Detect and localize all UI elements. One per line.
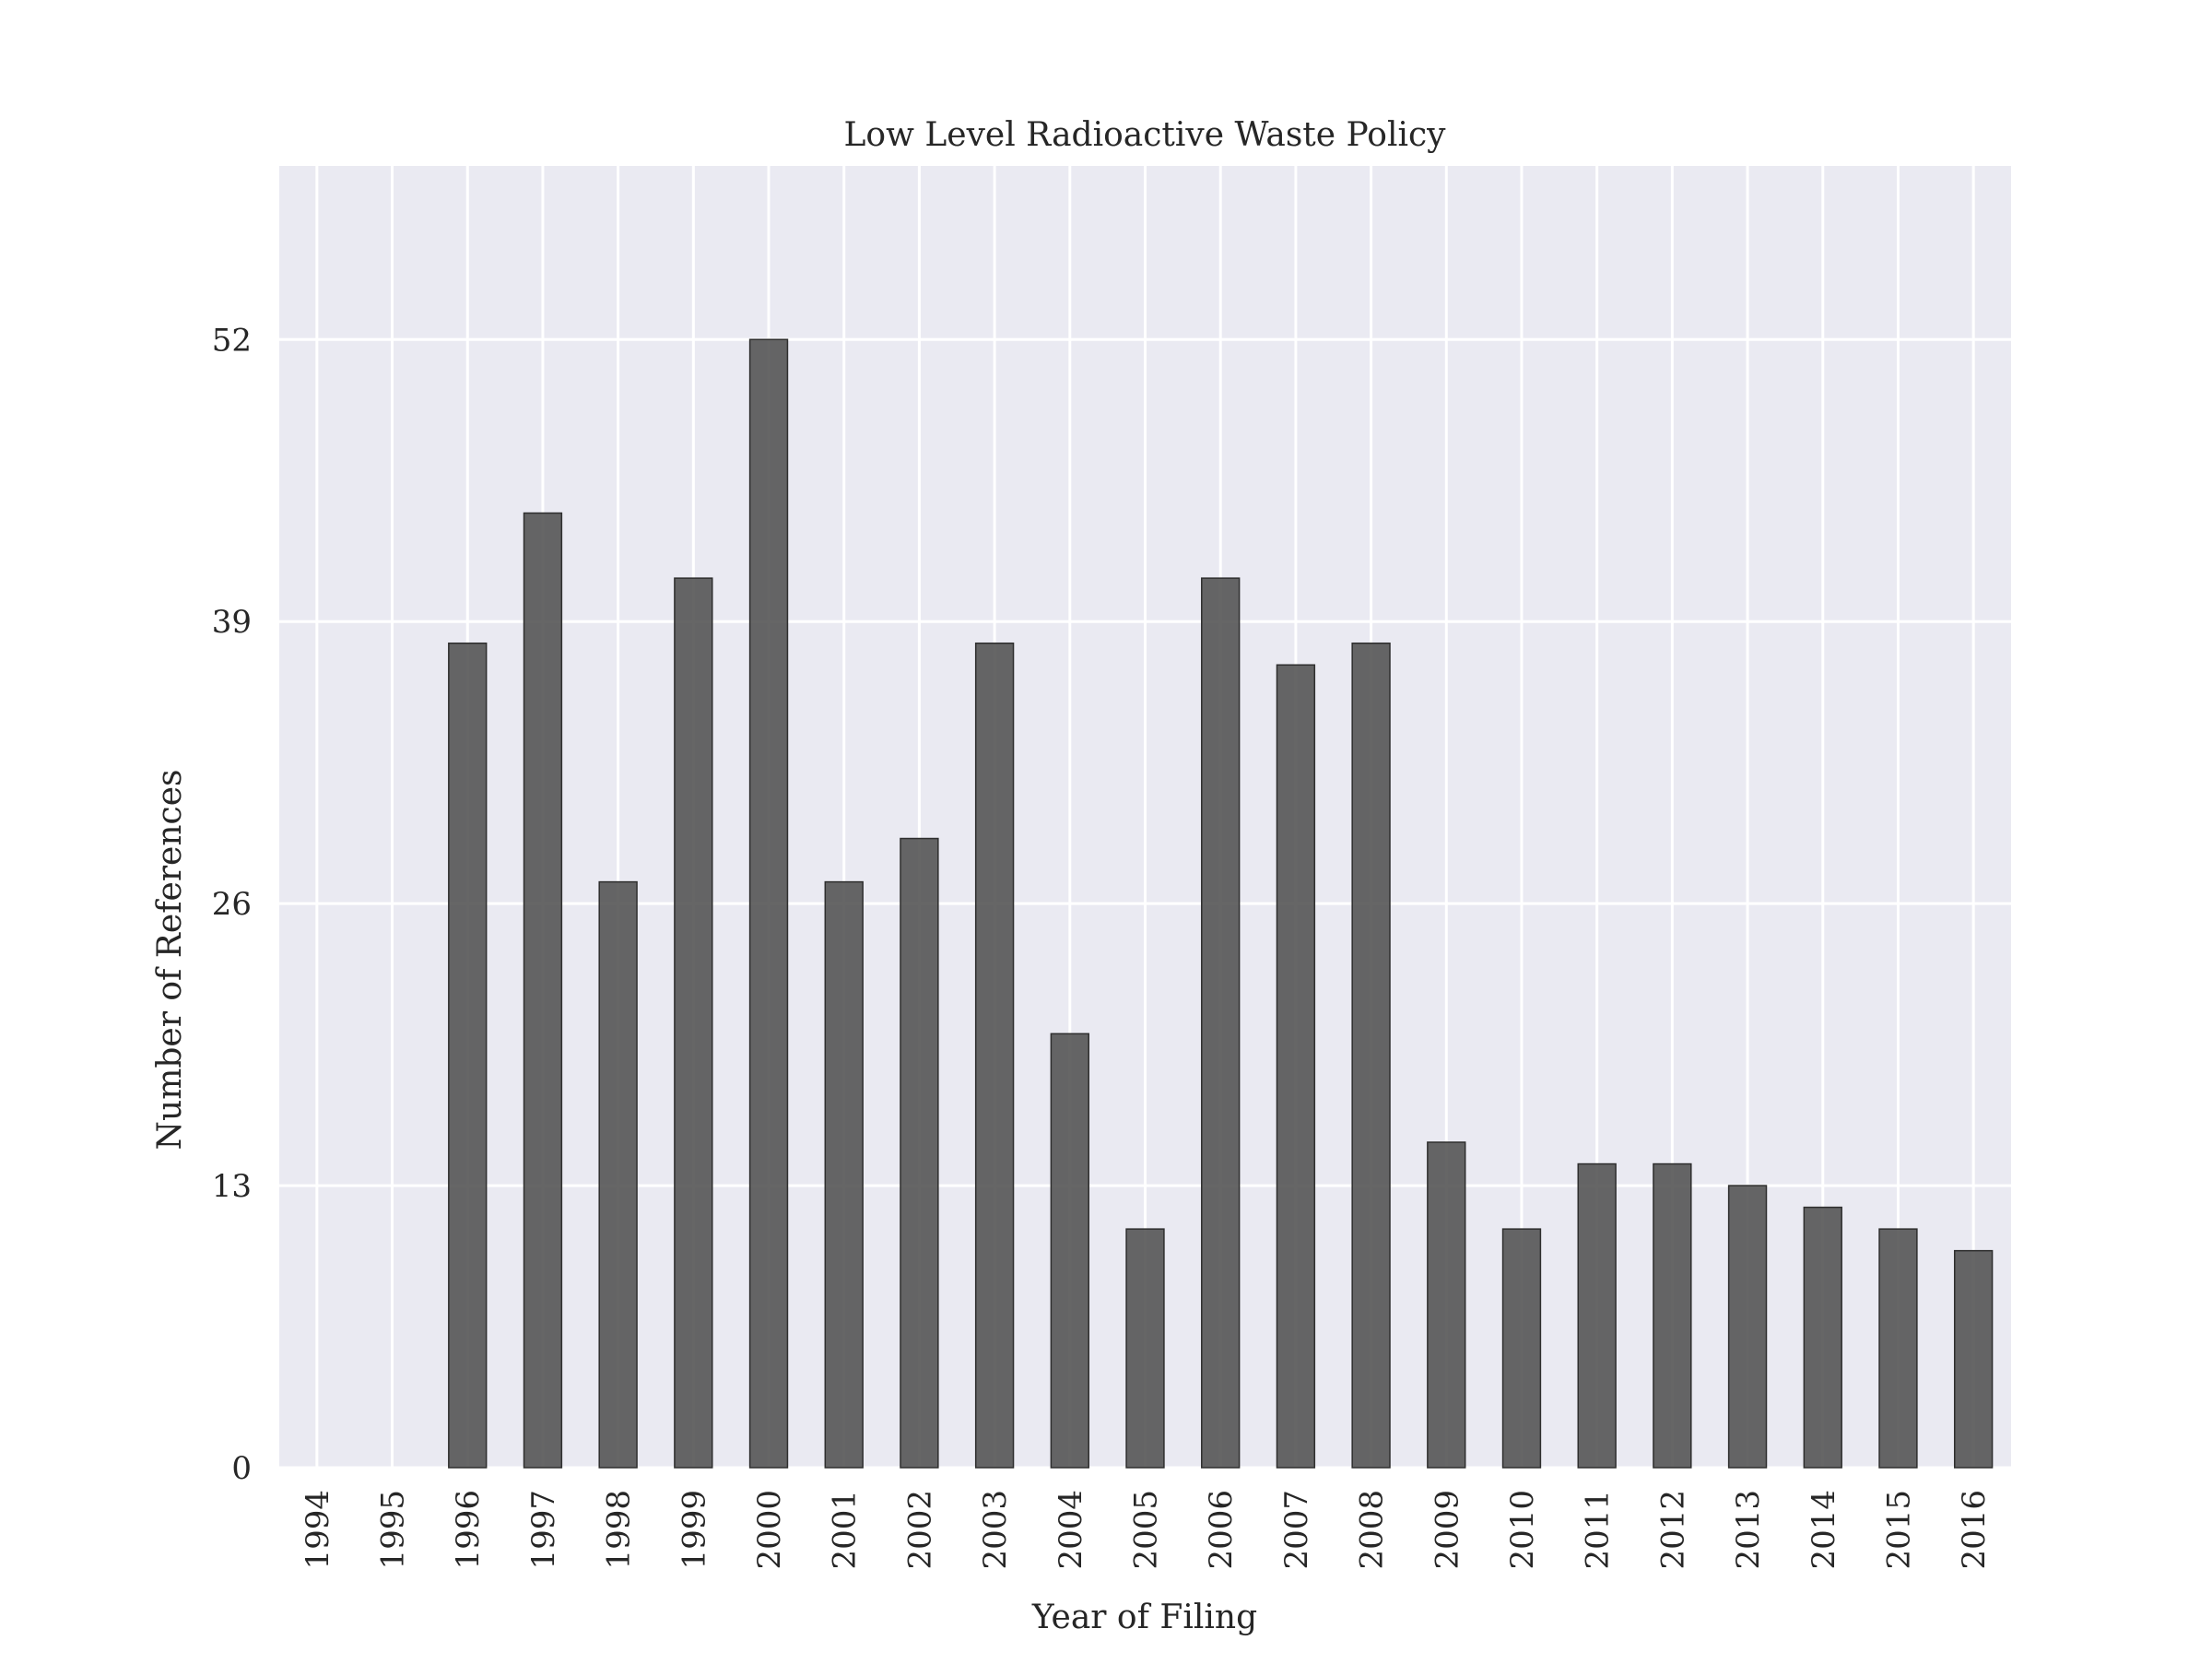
x-tick-label: 2008 <box>1354 1490 1391 1570</box>
y-tick-label: 52 <box>212 322 252 359</box>
x-tick-label: 2005 <box>1128 1490 1165 1570</box>
bar <box>1653 1162 1692 1469</box>
x-tick-label: 1999 <box>676 1490 712 1570</box>
x-tick-label: 2011 <box>1580 1490 1617 1570</box>
x-tick-label: 1998 <box>601 1490 638 1570</box>
bar <box>523 512 563 1469</box>
x-tick-label: 2004 <box>1053 1490 1089 1570</box>
x-tick-labels: 1994 1995 1996 1997 1998 1999 2000 2001 2002 2003… <box>300 1490 1993 1570</box>
y-tick-label: 13 <box>212 1168 252 1205</box>
bar <box>824 880 864 1469</box>
x-tick-label: 2014 <box>1806 1490 1842 1570</box>
bar <box>1727 1185 1768 1469</box>
bar <box>448 642 488 1469</box>
y-tick-label: 26 <box>212 886 252 923</box>
x-tick-label: 1994 <box>300 1490 336 1570</box>
x-tick-label: 1996 <box>450 1490 487 1570</box>
x-tick-label: 2002 <box>901 1490 938 1570</box>
x-tick-label: 2009 <box>1429 1490 1465 1570</box>
y-tick-label: 39 <box>212 604 252 641</box>
bar <box>1276 664 1316 1469</box>
bar <box>674 577 713 1469</box>
x-tick-label: 2015 <box>1880 1490 1917 1570</box>
x-tick-label: 2001 <box>827 1490 864 1570</box>
bar <box>1351 642 1391 1469</box>
bar <box>748 338 789 1469</box>
x-tick-label: 1997 <box>525 1490 562 1570</box>
x-tick-label: 2007 <box>1278 1490 1315 1570</box>
bar <box>1953 1249 1994 1469</box>
x-axis-label: Year of Filing <box>1031 1599 1257 1636</box>
bar <box>1577 1162 1617 1469</box>
bar <box>1050 1033 1089 1469</box>
x-tick-label: 2006 <box>1203 1490 1240 1570</box>
bars <box>448 338 1994 1469</box>
x-tick-label: 2013 <box>1730 1490 1767 1570</box>
bar <box>1201 577 1241 1469</box>
x-tick-label: 1995 <box>375 1490 412 1570</box>
x-tick-label: 2000 <box>751 1490 788 1570</box>
chart-title: Low Level Radioactive Waste Policy <box>844 116 1447 154</box>
x-tick-label: 2003 <box>977 1490 1014 1570</box>
x-tick-label: 2012 <box>1654 1490 1691 1570</box>
bar <box>974 642 1015 1469</box>
x-tick-label: 2010 <box>1504 1490 1541 1570</box>
bar <box>1878 1228 1918 1469</box>
y-tick-label: 0 <box>231 1450 252 1487</box>
bar <box>1125 1228 1165 1469</box>
bar <box>1803 1206 1842 1469</box>
bar <box>598 880 638 1469</box>
y-axis-label: Number of References <box>151 770 189 1151</box>
x-tick-label: 2016 <box>1956 1490 1993 1570</box>
bar <box>1501 1228 1542 1469</box>
bar <box>900 837 939 1469</box>
y-tick-labels: 0 13 26 39 52 <box>212 322 252 1487</box>
bar <box>1427 1141 1466 1469</box>
